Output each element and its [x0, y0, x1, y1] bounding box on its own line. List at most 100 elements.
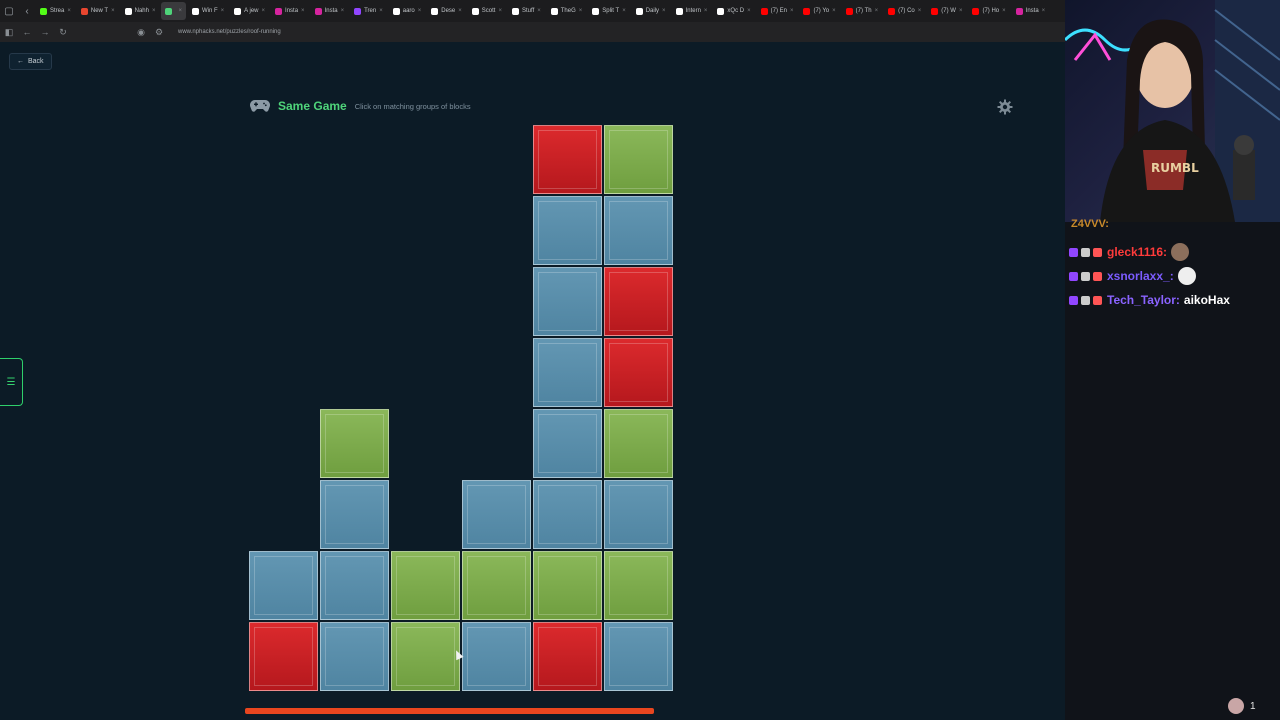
forward-arrow-icon[interactable]: →: [40, 27, 50, 37]
blue-block[interactable]: [604, 480, 673, 549]
browser-tab[interactable]: Nahh ×: [121, 2, 160, 20]
red-block[interactable]: [604, 338, 673, 407]
chat-username[interactable]: gleck1116:: [1107, 245, 1168, 259]
tab-favicon-icon: [675, 7, 683, 15]
chat-username[interactable]: Tech_Taylor:: [1107, 293, 1180, 307]
side-menu-toggle[interactable]: ☰: [0, 358, 23, 406]
red-block[interactable]: [533, 125, 602, 194]
close-tab-icon[interactable]: ×: [498, 8, 502, 14]
sidebar-toggle-icon[interactable]: ▢: [4, 5, 14, 17]
back-button[interactable]: ← Back: [9, 53, 52, 70]
browser-tab[interactable]: ×: [161, 2, 186, 20]
close-tab-icon[interactable]: ×: [537, 8, 541, 14]
address-bar: ◧ ← → ↻ ◉ ⚙ www.nphacks.net/puzzles/roof…: [0, 22, 1065, 42]
green-block[interactable]: [604, 551, 673, 620]
blue-block[interactable]: [249, 551, 318, 620]
shield-icon[interactable]: ◉: [137, 26, 145, 37]
browser-tab[interactable]: Strea ×: [36, 2, 75, 20]
red-block[interactable]: [604, 267, 673, 336]
blue-block[interactable]: [320, 480, 389, 549]
tab-label: (7) En: [770, 8, 787, 14]
close-tab-icon[interactable]: ×: [67, 8, 71, 14]
webcam-feed: RUMBL: [1065, 0, 1280, 222]
green-block[interactable]: [533, 551, 602, 620]
green-block[interactable]: [391, 622, 460, 691]
green-block[interactable]: [391, 551, 460, 620]
close-tab-icon[interactable]: ×: [917, 8, 922, 14]
blue-block[interactable]: [533, 338, 602, 407]
green-block[interactable]: [320, 409, 389, 478]
browser-tab[interactable]: Insta ×: [1012, 2, 1050, 20]
browser-tab[interactable]: Win F ×: [188, 2, 228, 20]
close-tab-icon[interactable]: ×: [662, 8, 666, 14]
chat-username[interactable]: xsnorlaxx_:: [1107, 269, 1174, 283]
green-block[interactable]: [462, 551, 531, 620]
close-tab-icon[interactable]: ×: [1041, 8, 1046, 14]
sidebar-icon[interactable]: ◧: [4, 26, 14, 37]
browser-tab[interactable]: Insta ×: [311, 2, 349, 20]
close-tab-icon[interactable]: ×: [958, 8, 963, 14]
close-tab-icon[interactable]: ×: [789, 8, 794, 14]
reload-icon[interactable]: ↻: [59, 26, 67, 37]
close-tab-icon[interactable]: ×: [1002, 8, 1006, 14]
url-text[interactable]: www.nphacks.net/puzzles/roof-running: [178, 29, 281, 35]
viewer-avatar-icon: [1228, 698, 1244, 714]
tab-scroll-left-icon[interactable]: ‹: [25, 5, 29, 17]
browser-tab[interactable]: Intern ×: [672, 2, 712, 20]
browser-tab[interactable]: Scott ×: [468, 2, 506, 20]
blue-block[interactable]: [533, 480, 602, 549]
close-tab-icon[interactable]: ×: [261, 8, 266, 14]
browser-tab[interactable]: (7) En ×: [757, 2, 798, 20]
browser-tab[interactable]: A jew ×: [230, 2, 269, 20]
close-tab-icon[interactable]: ×: [417, 8, 422, 14]
red-block[interactable]: [249, 622, 318, 691]
blue-block[interactable]: [533, 196, 602, 265]
close-tab-icon[interactable]: ×: [111, 8, 115, 14]
blue-block[interactable]: [462, 622, 531, 691]
browser-tab[interactable]: Daily ×: [632, 2, 670, 20]
browser-tab[interactable]: Tren ×: [350, 2, 387, 20]
blue-block[interactable]: [533, 409, 602, 478]
tab-label: Daily: [645, 8, 660, 14]
browser-tab[interactable]: aaro ×: [389, 2, 426, 20]
close-tab-icon[interactable]: ×: [622, 8, 626, 14]
close-tab-icon[interactable]: ×: [379, 8, 383, 14]
game-board[interactable]: [249, 124, 676, 699]
browser-tab[interactable]: (7) Yo ×: [799, 2, 839, 20]
blue-block[interactable]: [462, 480, 531, 549]
close-tab-icon[interactable]: ×: [747, 8, 751, 14]
close-tab-icon[interactable]: ×: [874, 8, 879, 14]
green-block[interactable]: [604, 409, 673, 478]
close-tab-icon[interactable]: ×: [832, 8, 836, 14]
close-tab-icon[interactable]: ×: [458, 8, 462, 14]
browser-tab[interactable]: TheG ×: [547, 2, 587, 20]
browser-tab[interactable]: New T ×: [77, 2, 119, 20]
browser-tab[interactable]: Split T ×: [588, 2, 629, 20]
back-arrow-icon[interactable]: ←: [22, 27, 32, 37]
gear-icon[interactable]: [997, 99, 1013, 115]
blue-block[interactable]: [320, 622, 389, 691]
close-tab-icon[interactable]: ×: [340, 8, 345, 14]
blue-block[interactable]: [604, 622, 673, 691]
browser-tab[interactable]: xQc D ×: [713, 2, 754, 20]
close-tab-icon[interactable]: ×: [703, 8, 708, 14]
browser-tab[interactable]: (7) Co ×: [884, 2, 925, 20]
site-settings-icon[interactable]: ⚙: [154, 26, 164, 37]
browser-tab[interactable]: (7) Ho ×: [968, 2, 1009, 20]
close-tab-icon[interactable]: ×: [578, 8, 583, 14]
browser-tab[interactable]: Dese ×: [427, 2, 466, 20]
browser-tab[interactable]: Insta ×: [271, 2, 309, 20]
close-tab-icon[interactable]: ×: [178, 8, 182, 14]
browser-tab[interactable]: Stuff ×: [508, 2, 545, 20]
green-block[interactable]: [604, 125, 673, 194]
close-tab-icon[interactable]: ×: [151, 8, 156, 14]
tab-label: New T: [90, 8, 109, 14]
close-tab-icon[interactable]: ×: [301, 8, 305, 14]
browser-tab[interactable]: (7) Th ×: [842, 2, 882, 20]
browser-tab[interactable]: (7) W ×: [927, 2, 966, 20]
red-block[interactable]: [533, 622, 602, 691]
blue-block[interactable]: [533, 267, 602, 336]
blue-block[interactable]: [320, 551, 389, 620]
close-tab-icon[interactable]: ×: [220, 8, 225, 14]
blue-block[interactable]: [604, 196, 673, 265]
